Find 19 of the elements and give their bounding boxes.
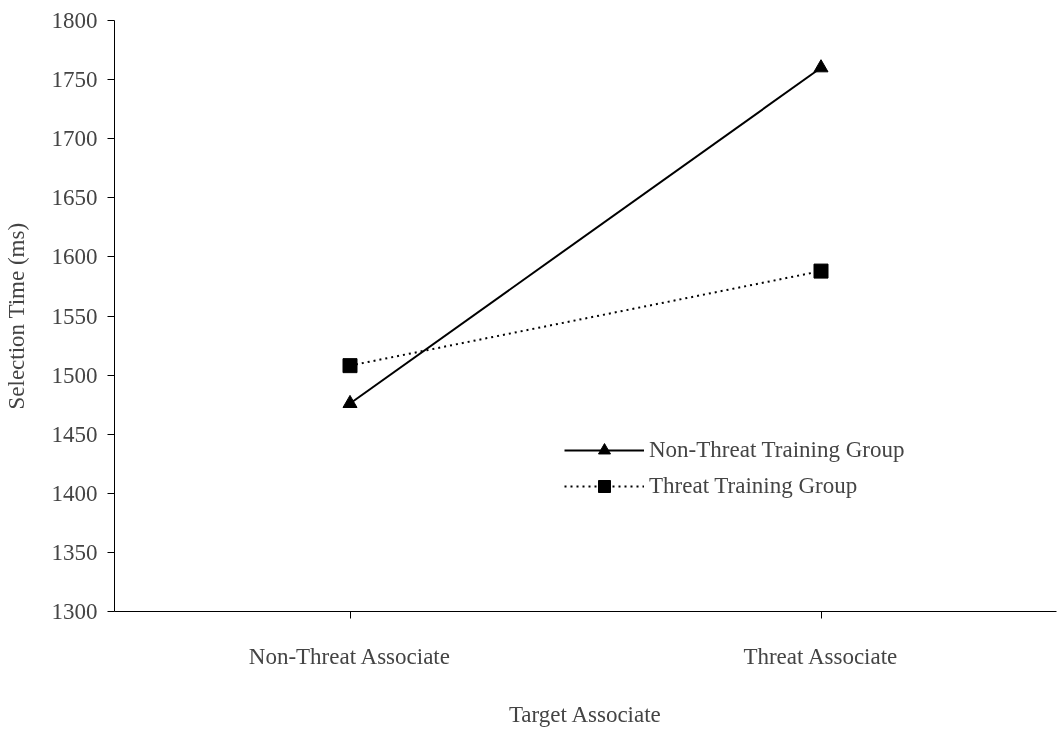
y-tick-label: 1600 — [51, 244, 98, 270]
y-tick-label: 1550 — [51, 303, 98, 329]
x-tick-label: Non-Threat Associate — [248, 643, 450, 669]
y-tick-label: 1650 — [51, 185, 98, 211]
y-tick-label: 1400 — [51, 480, 98, 506]
y-tick-label: 1500 — [51, 362, 98, 388]
x-tick-label: Threat Associate — [743, 643, 898, 669]
y-axis-title: Selection Time (ms) — [3, 222, 29, 410]
y-tick-label: 1700 — [51, 126, 98, 152]
x-axis-title: Target Associate — [508, 701, 661, 727]
y-tick-label: 1350 — [51, 539, 98, 565]
y-tick-label: 1450 — [51, 421, 98, 447]
legend-label: Threat Training Group — [649, 473, 858, 499]
y-tick-label: 1750 — [51, 67, 98, 93]
y-tick-label: 1300 — [51, 599, 98, 624]
point — [813, 263, 829, 279]
legend-label: Non-Threat Training Group — [649, 437, 905, 463]
point — [342, 358, 358, 374]
y-tick-label: 1800 — [51, 8, 98, 33]
